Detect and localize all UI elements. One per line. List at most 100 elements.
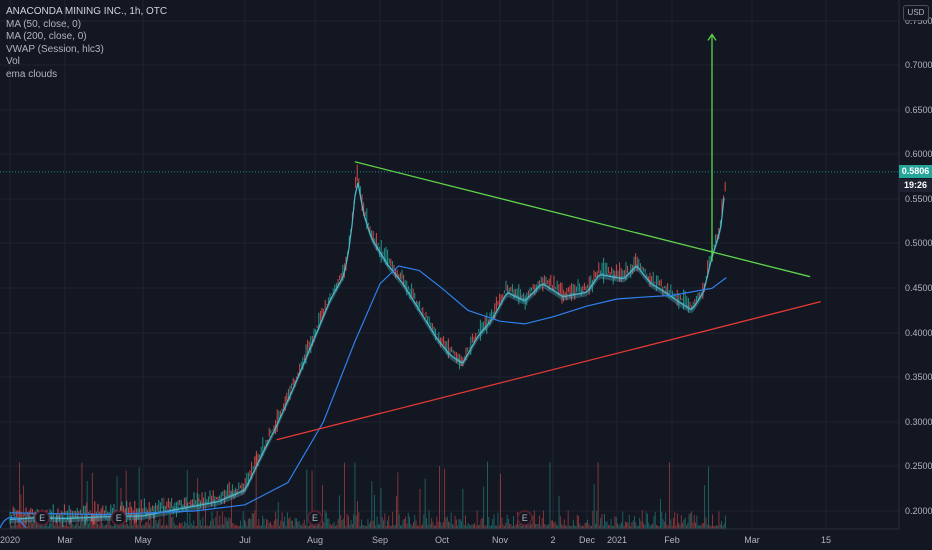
earnings-marker[interactable]: E bbox=[516, 510, 533, 526]
volume-bar bbox=[600, 518, 602, 529]
price-axis[interactable]: 0.7500 0.7000 0.6500 0.6000 0.5500 0.5000 0.45… bbox=[905, 16, 932, 516]
time-tick-label: Mar bbox=[744, 535, 760, 545]
volume-bar bbox=[306, 469, 308, 529]
volume-bar bbox=[397, 472, 399, 529]
volume-bar bbox=[362, 525, 364, 529]
earnings-marker-circle bbox=[516, 510, 533, 526]
symbol-title[interactable]: ANACONDA MINING INC., 1h, OTC bbox=[6, 6, 168, 17]
volume-bar bbox=[69, 517, 71, 529]
indicator-ma50[interactable]: MA (50, close, 0) bbox=[6, 18, 82, 30]
earnings-marker[interactable]: E bbox=[34, 510, 50, 526]
volume-bar bbox=[654, 511, 656, 529]
volume-bar bbox=[193, 520, 195, 529]
earnings-marker[interactable]: E bbox=[110, 510, 127, 526]
volume-bar bbox=[650, 524, 652, 529]
price-tick-label: 0.3000 bbox=[905, 417, 932, 427]
volume-bar bbox=[38, 525, 40, 529]
volume-bar bbox=[228, 517, 230, 529]
earnings-marker[interactable]: E bbox=[307, 510, 323, 526]
volume-bar bbox=[323, 522, 325, 529]
volume-bar bbox=[585, 522, 587, 529]
volume-bar bbox=[507, 518, 509, 529]
volume-bar bbox=[388, 515, 390, 529]
volume-bar bbox=[168, 515, 170, 529]
volume-bar bbox=[411, 525, 413, 529]
volume-bar bbox=[505, 522, 507, 529]
volume-bar bbox=[91, 472, 93, 529]
volume-bar bbox=[30, 519, 32, 529]
volume-bar bbox=[215, 516, 217, 529]
volume-bar bbox=[158, 520, 160, 529]
volume-bar bbox=[357, 501, 358, 529]
volume-bar bbox=[717, 525, 719, 529]
price-tick-label: 0.4500 bbox=[905, 283, 932, 293]
indicator-vwap[interactable]: VWAP (Session, hlc3) bbox=[6, 43, 104, 55]
volume-bar bbox=[537, 524, 539, 529]
volume-bar bbox=[316, 525, 318, 529]
left-edge-curve bbox=[0, 516, 27, 529]
volume-bar bbox=[584, 522, 586, 529]
indicator-ema-clouds[interactable]: ema clouds bbox=[6, 68, 58, 80]
volume-bar bbox=[128, 525, 130, 529]
volume-bar bbox=[639, 517, 641, 529]
volume-bar bbox=[78, 525, 80, 529]
volume-bar bbox=[97, 523, 98, 529]
volume-bar bbox=[267, 519, 269, 529]
volume-bar bbox=[377, 524, 379, 529]
volume-bar bbox=[565, 525, 566, 529]
volume-bar bbox=[63, 525, 65, 529]
volume-bar bbox=[102, 523, 104, 529]
volume-bar bbox=[355, 515, 357, 529]
volume-bar bbox=[275, 511, 277, 529]
volume-bar bbox=[163, 497, 165, 529]
volume-bar bbox=[67, 525, 69, 529]
volume-bar bbox=[440, 522, 442, 529]
volume-bar bbox=[284, 516, 286, 529]
volume-bar bbox=[461, 521, 462, 529]
volume-bar bbox=[671, 525, 673, 529]
volume-bar bbox=[80, 522, 82, 529]
volume-bar bbox=[318, 521, 319, 529]
volume-bar bbox=[332, 524, 334, 529]
volume-bar bbox=[76, 522, 78, 529]
volume-bar bbox=[563, 519, 565, 529]
volume-bar bbox=[29, 520, 31, 529]
volume-bar bbox=[622, 511, 624, 529]
currency-badge[interactable]: USD bbox=[903, 5, 929, 21]
volume-bar bbox=[470, 525, 472, 529]
volume-bar bbox=[51, 522, 53, 529]
volume-bar bbox=[266, 518, 267, 529]
volume-bar bbox=[219, 515, 221, 529]
volume-bar bbox=[593, 484, 595, 529]
volume-bar bbox=[36, 522, 37, 529]
volume-bar bbox=[13, 523, 15, 529]
indicator-vol[interactable]: Vol bbox=[6, 56, 20, 67]
volume-bar bbox=[143, 525, 145, 529]
time-tick-label: Jul bbox=[239, 535, 251, 545]
volume-bar bbox=[479, 524, 481, 529]
volume-bar bbox=[212, 518, 214, 529]
volume-bar bbox=[442, 522, 444, 529]
volume-bar bbox=[452, 524, 453, 529]
volume-bar bbox=[281, 512, 283, 529]
price-tick-label: 0.5500 bbox=[905, 194, 932, 204]
time-tick-label: Feb bbox=[664, 535, 680, 545]
volume-bar bbox=[580, 526, 582, 529]
volume-bar bbox=[303, 519, 305, 529]
volume-bar bbox=[675, 525, 677, 529]
volume-bar bbox=[289, 516, 291, 529]
volume-bar bbox=[409, 516, 410, 529]
volume-bar bbox=[10, 522, 11, 529]
volume-bar bbox=[423, 514, 425, 529]
volume-bar bbox=[270, 521, 271, 529]
volume-bar bbox=[611, 525, 613, 529]
time-axis[interactable]: 2020 Mar May Jul Aug Sep Oct Nov 2 Dec 2021 Feb Mar 1… bbox=[0, 535, 831, 545]
volume-bar bbox=[667, 525, 669, 529]
volume-bar bbox=[218, 525, 219, 529]
volume-bar bbox=[364, 526, 366, 529]
volume-bar bbox=[33, 523, 35, 529]
volume-bar bbox=[315, 526, 317, 529]
indicator-ma200[interactable]: MA (200, close, 0) bbox=[6, 31, 87, 42]
